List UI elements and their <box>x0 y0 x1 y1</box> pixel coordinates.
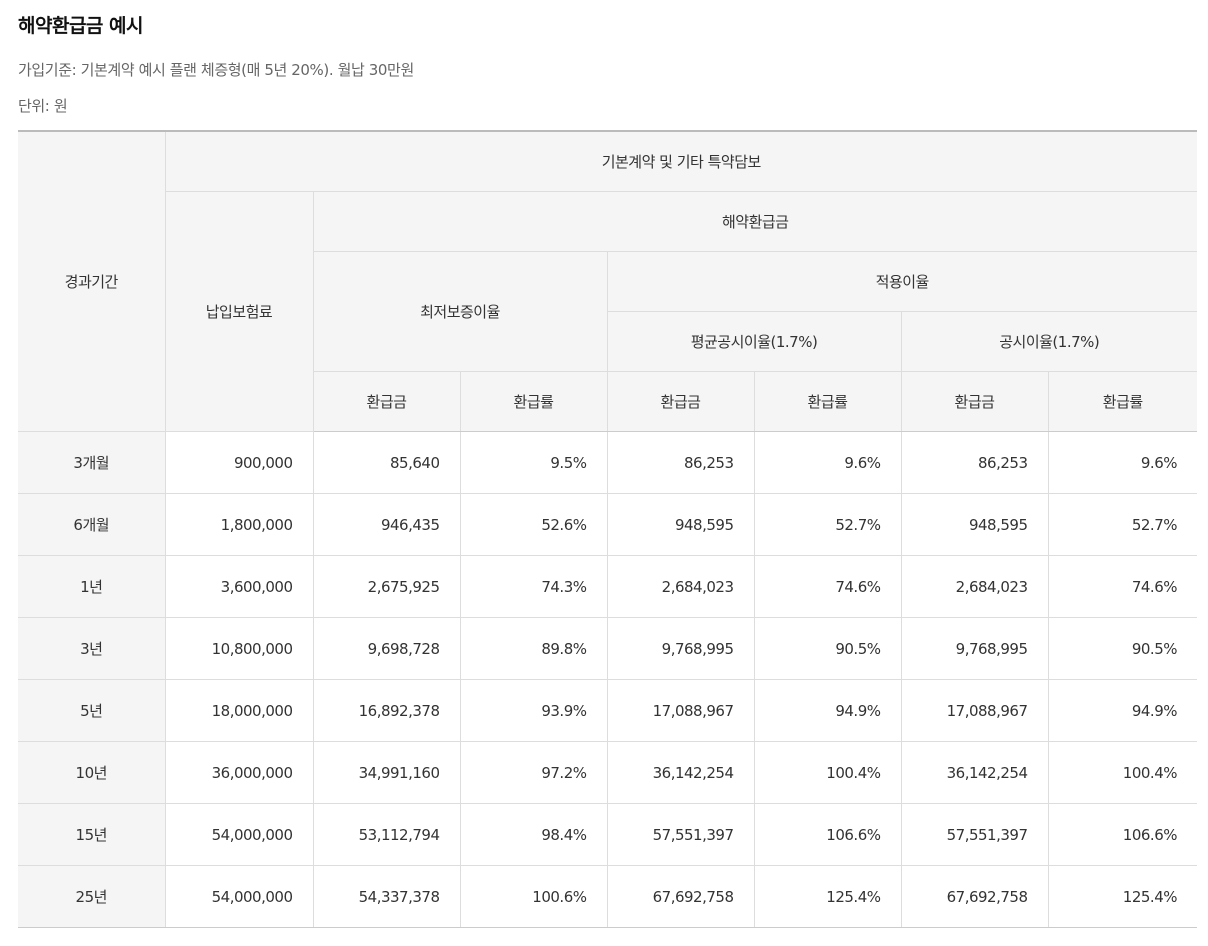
avg-ratio-cell: 90.5% <box>753 617 902 680</box>
period-cell: 3개월 <box>18 431 166 494</box>
table-row: 5년 18,000,000 16,892,378 93.9% 17,088,96… <box>18 679 1197 742</box>
min-amount-cell: 9,698,728 <box>312 617 461 680</box>
avg-rate-header: 평균공시이율(1.7%) <box>607 311 902 372</box>
avg-ratio-cell: 106.6% <box>753 803 902 866</box>
min-amount-cell: 34,991,160 <box>312 741 461 804</box>
period-cell: 10년 <box>18 741 166 804</box>
period-header: 경과기간 <box>18 130 166 432</box>
min-ratio-cell: 100.6% <box>459 865 608 928</box>
pub-amount-cell: 67,692,758 <box>900 865 1049 928</box>
table-row: 1년 3,600,000 2,675,925 74.3% 2,684,023 7… <box>18 555 1197 618</box>
min-ratio-cell: 89.8% <box>459 617 608 680</box>
avg-amount-cell: 9,768,995 <box>606 617 755 680</box>
coverage-group-header: 기본계약 및 기타 특약담보 <box>164 130 1197 192</box>
avg-amount-cell: 67,692,758 <box>606 865 755 928</box>
premium-cell: 10,800,000 <box>164 617 314 680</box>
pub-amount-cell: 17,088,967 <box>900 679 1049 742</box>
premium-cell: 36,000,000 <box>164 741 314 804</box>
pub-ratio-cell: 94.9% <box>1047 679 1197 742</box>
pub-amount-cell: 2,684,023 <box>900 555 1049 618</box>
avg-amount-header: 환급금 <box>606 371 755 432</box>
avg-amount-cell: 17,088,967 <box>606 679 755 742</box>
min-amount-cell: 53,112,794 <box>312 803 461 866</box>
avg-ratio-cell: 52.7% <box>753 493 902 556</box>
premium-cell: 18,000,000 <box>164 679 314 742</box>
avg-ratio-cell: 94.9% <box>753 679 902 742</box>
pub-ratio-cell: 74.6% <box>1047 555 1197 618</box>
premium-cell: 54,000,000 <box>164 803 314 866</box>
pub-amount-cell: 57,551,397 <box>900 803 1049 866</box>
pub-ratio-cell: 106.6% <box>1047 803 1197 866</box>
pub-ratio-cell: 125.4% <box>1047 865 1197 928</box>
premium-cell: 54,000,000 <box>164 865 314 928</box>
pub-ratio-cell: 52.7% <box>1047 493 1197 556</box>
avg-amount-cell: 36,142,254 <box>606 741 755 804</box>
avg-ratio-cell: 100.4% <box>753 741 902 804</box>
min-amount-cell: 16,892,378 <box>312 679 461 742</box>
min-ratio-cell: 93.9% <box>459 679 608 742</box>
pub-amount-cell: 36,142,254 <box>900 741 1049 804</box>
pub-ratio-cell: 90.5% <box>1047 617 1197 680</box>
min-ratio-cell: 97.2% <box>459 741 608 804</box>
avg-amount-cell: 57,551,397 <box>606 803 755 866</box>
table-row: 3개월 900,000 85,640 9.5% 86,253 9.6% 86,2… <box>18 431 1197 494</box>
unit-caption: 단위: 원 <box>18 97 68 115</box>
min-ratio-cell: 74.3% <box>459 555 608 618</box>
period-cell: 15년 <box>18 803 166 866</box>
min-amount-cell: 54,337,378 <box>312 865 461 928</box>
min-amount-header: 환급금 <box>313 371 461 432</box>
avg-ratio-cell: 9.6% <box>753 431 902 494</box>
refund-header: 해약환급금 <box>312 191 1197 252</box>
pub-ratio-cell: 100.4% <box>1047 741 1197 804</box>
avg-ratio-header: 환급률 <box>753 371 902 432</box>
pub-amount-cell: 86,253 <box>900 431 1049 494</box>
min-rate-header: 최저보증이율 <box>313 251 608 372</box>
avg-amount-cell: 86,253 <box>606 431 755 494</box>
premium-cell: 3,600,000 <box>164 555 314 618</box>
avg-amount-cell: 948,595 <box>606 493 755 556</box>
pub-ratio-header: 환급률 <box>1047 371 1197 432</box>
refund-table-body: 3개월 900,000 85,640 9.5% 86,253 9.6% 86,2… <box>18 431 1197 928</box>
pub-amount-header: 환급금 <box>900 371 1049 432</box>
pub-ratio-cell: 9.6% <box>1047 431 1197 494</box>
period-cell: 6개월 <box>18 493 166 556</box>
table-row: 10년 36,000,000 34,991,160 97.2% 36,142,2… <box>18 741 1197 804</box>
refund-table-header: 경과기간 기본계약 및 기타 특약담보 납입보험료 해약환급금 최저보증이율 적… <box>18 130 1197 432</box>
min-ratio-cell: 52.6% <box>459 493 608 556</box>
table-row: 6개월 1,800,000 946,435 52.6% 948,595 52.7… <box>18 493 1197 556</box>
refund-table: 경과기간 기본계약 및 기타 특약담보 납입보험료 해약환급금 최저보증이율 적… <box>18 130 1197 928</box>
period-cell: 5년 <box>18 679 166 742</box>
period-cell: 1년 <box>18 555 166 618</box>
pub-amount-cell: 9,768,995 <box>900 617 1049 680</box>
min-amount-cell: 85,640 <box>312 431 461 494</box>
applied-rate-header: 적용이율 <box>606 251 1197 312</box>
min-amount-cell: 2,675,925 <box>312 555 461 618</box>
premium-header: 납입보험료 <box>165 191 314 432</box>
avg-ratio-cell: 125.4% <box>753 865 902 928</box>
premium-cell: 900,000 <box>164 431 314 494</box>
pub-amount-cell: 948,595 <box>900 493 1049 556</box>
min-ratio-cell: 98.4% <box>459 803 608 866</box>
page-title: 해약환급금 예시 <box>18 15 143 37</box>
min-amount-cell: 946,435 <box>312 493 461 556</box>
min-ratio-cell: 9.5% <box>459 431 608 494</box>
plan-caption: 가입기준: 기본계약 예시 플랜 체증형(매 5년 20%). 월납 30만원 <box>18 61 414 79</box>
period-cell: 3년 <box>18 617 166 680</box>
table-row: 25년 54,000,000 54,337,378 100.6% 67,692,… <box>18 865 1197 928</box>
table-row: 15년 54,000,000 53,112,794 98.4% 57,551,3… <box>18 803 1197 866</box>
pub-rate-header: 공시이율(1.7%) <box>900 311 1197 372</box>
avg-ratio-cell: 74.6% <box>753 555 902 618</box>
avg-amount-cell: 2,684,023 <box>606 555 755 618</box>
period-cell: 25년 <box>18 865 166 928</box>
min-ratio-header: 환급률 <box>459 371 608 432</box>
premium-cell: 1,800,000 <box>164 493 314 556</box>
table-row: 3년 10,800,000 9,698,728 89.8% 9,768,995 … <box>18 617 1197 680</box>
